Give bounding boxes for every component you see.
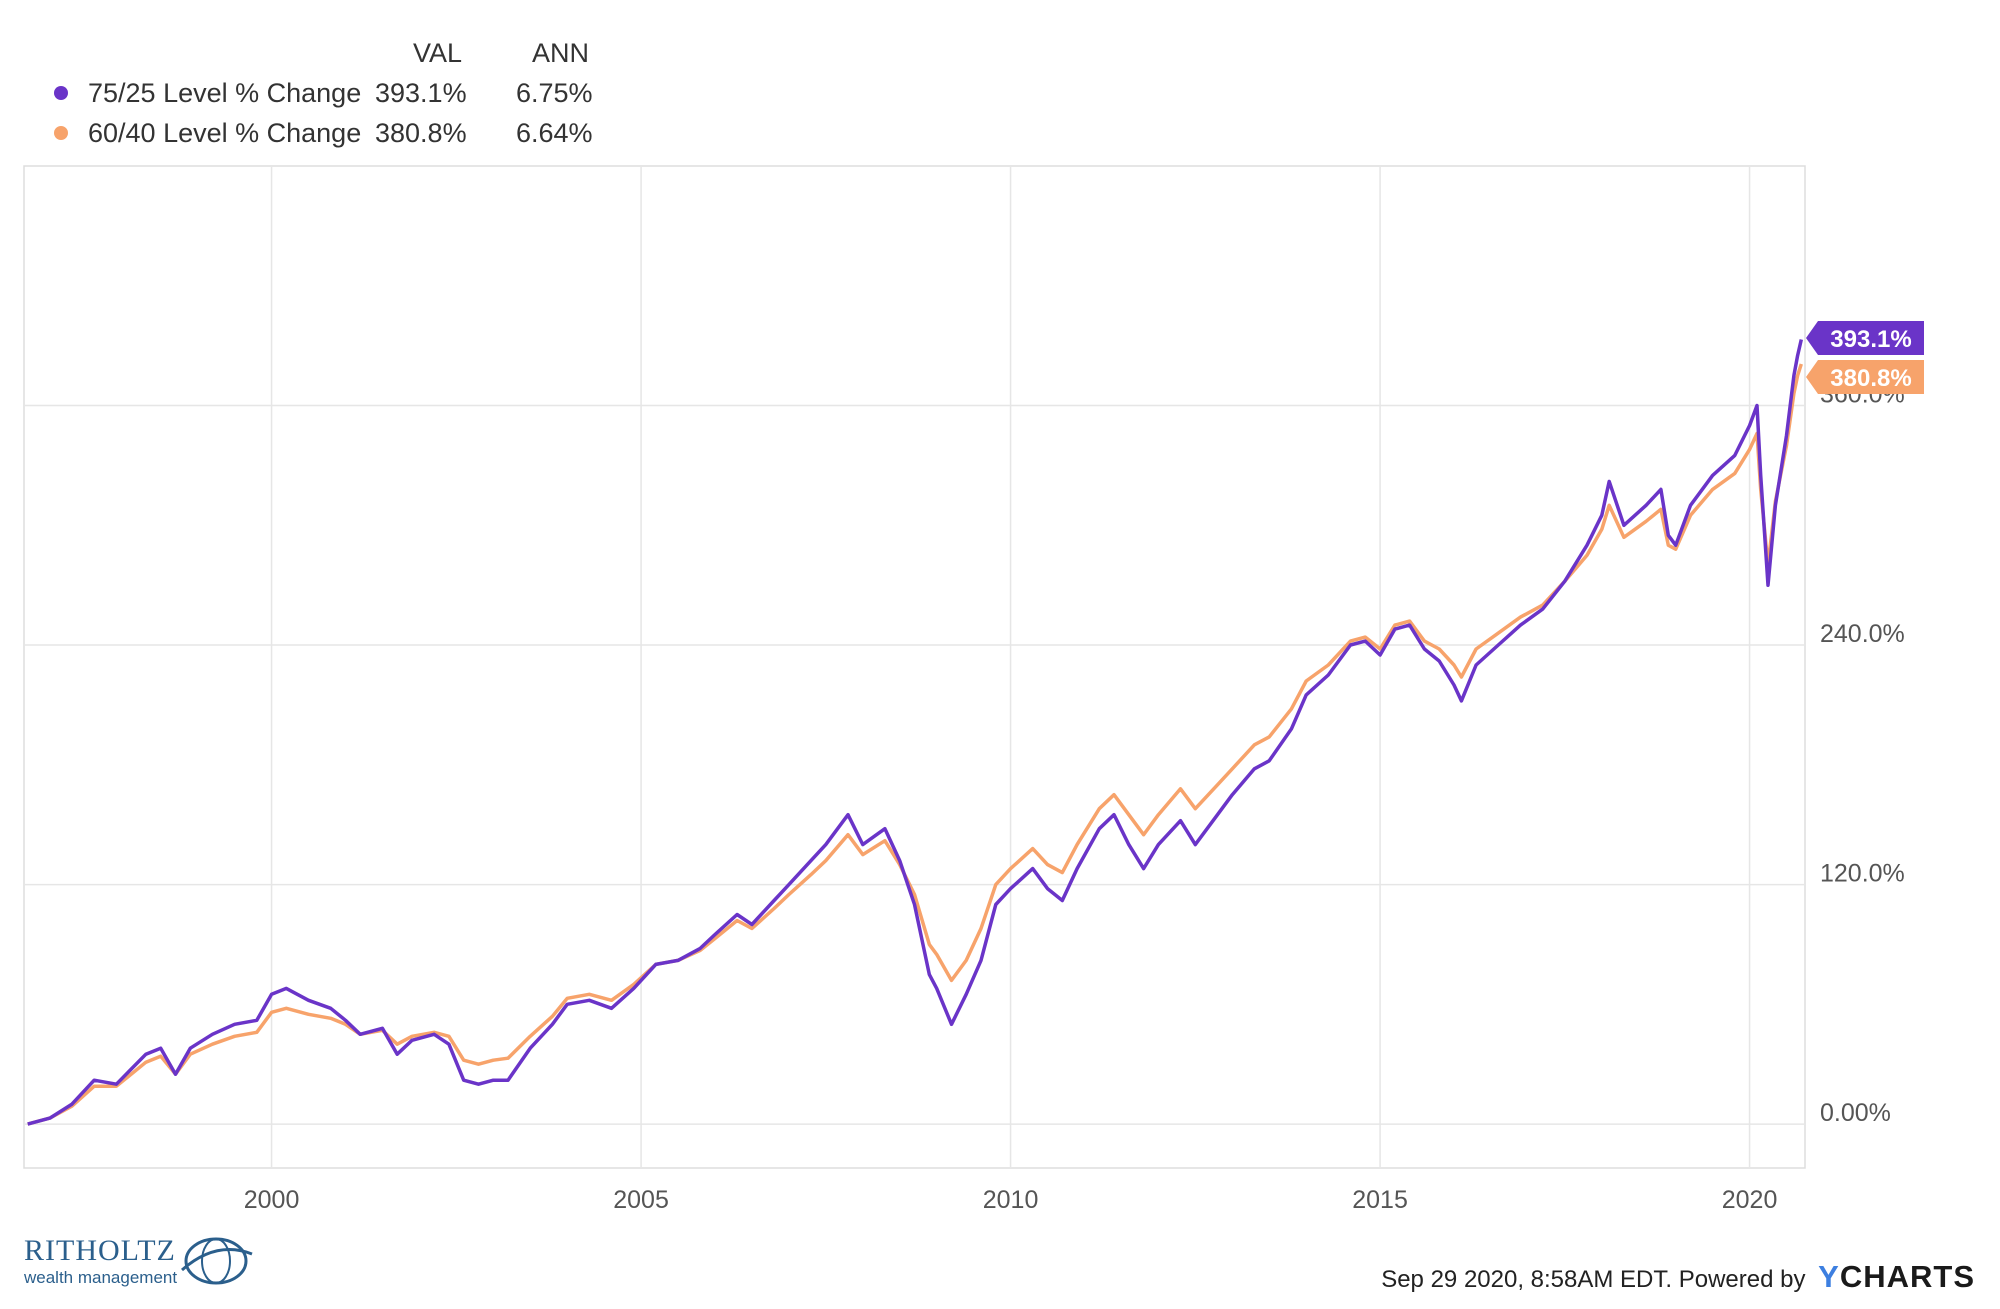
x-tick-label-2015: 2015 [1352,1186,1408,1214]
x-tick-label-2000: 2000 [244,1186,300,1214]
end-label-text: 380.8% [1830,365,1911,392]
y-tick-label-120.0%: 120.0% [1820,860,1905,888]
logo-name: RITHOLTZ [24,1234,176,1267]
footer-timestamp: Sep 29 2020, 8:58AM EDT. Powered by [1381,1266,1806,1293]
legend-dot-75-25 [54,86,68,100]
plot-area [23,165,1806,1169]
series-lines [27,339,1804,1126]
ritholtz-logo: RITHOLTZ wealth management [24,1230,254,1292]
end-labels: 393.1% 380.8% [1806,321,1924,394]
legend-val-60-40: 380.8% [375,118,467,148]
y-tick-label-240.0%: 240.0% [1820,620,1905,648]
x-tick-label-2020: 2020 [1722,1186,1778,1214]
y-tick-label-0.00%: 0.00% [1820,1099,1891,1127]
legend-ann-75-25: 6.75% [516,78,593,108]
ycharts-brand[interactable]: YCHARTS [1818,1259,1975,1294]
y-tick-labels: 0.00%120.0%240.0%360.0% [1820,381,1905,1128]
x-tick-labels: 2000 2005 2010 2015 2020 [244,1186,1778,1214]
legend-dot-60-40 [54,126,68,140]
end-label-tag [1806,321,1924,355]
end-label-60-40: 380.8% [1806,360,1924,394]
y-gridlines [24,404,1805,1125]
legend-header-val: VAL [413,38,463,68]
x-tick-label-2005: 2005 [613,1186,669,1214]
end-label-text: 393.1% [1830,326,1911,353]
legend-header-ann: ANN [532,38,590,68]
ycharts-brand-y: Y [1818,1259,1840,1294]
legend-label-60-40: 60/40 Level % Change [88,118,362,148]
ycharts-brand-rest: CHARTS [1839,1259,1975,1294]
legend-val-75-25: 393.1% [375,78,467,108]
legend-label-75-25: 75/25 Level % Change [88,78,362,108]
end-label-tag [1806,360,1924,394]
logo-subtitle: wealth management [24,1268,178,1287]
series-line-75-25 [27,339,1804,1126]
x-gridlines [270,166,1751,1168]
footer: Sep 29 2020, 8:58AM EDT. Powered by YCHA… [1381,1259,1975,1295]
legend-ann-60-40: 6.64% [516,118,593,148]
x-tick-label-2010: 2010 [983,1186,1039,1214]
globe-icon [181,1237,253,1285]
end-label-75-25: 393.1% [1806,321,1924,355]
